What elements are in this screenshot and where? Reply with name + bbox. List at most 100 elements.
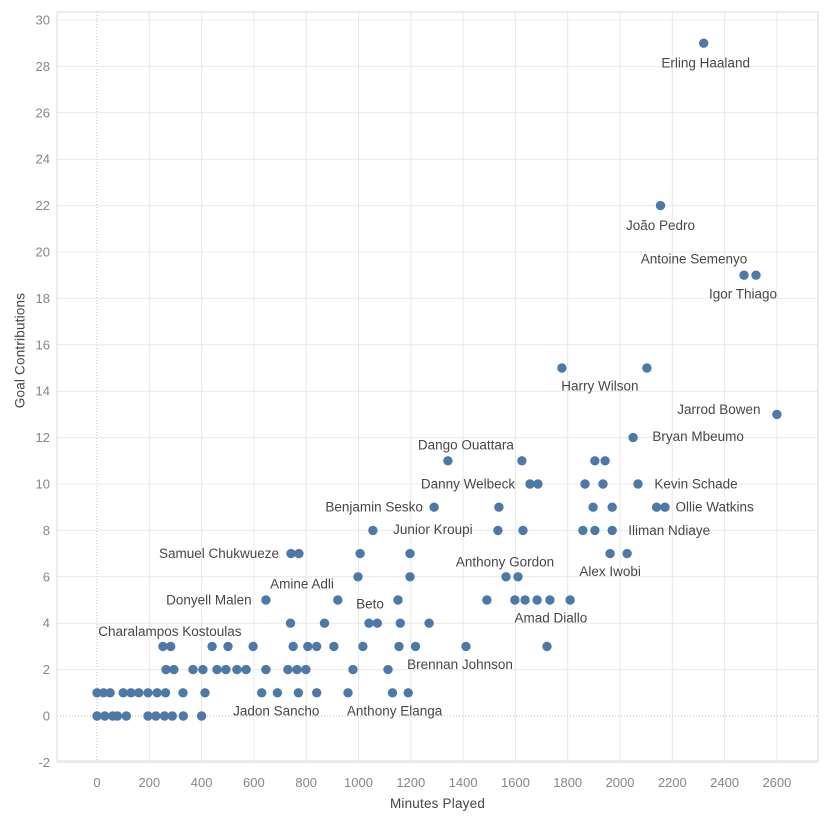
data-point[interactable]: [92, 711, 102, 721]
data-point[interactable]: [660, 502, 670, 512]
data-point[interactable]: [590, 525, 600, 536]
data-point[interactable]: [607, 502, 617, 512]
data-point[interactable]: [121, 711, 131, 721]
data-point[interactable]: [223, 641, 233, 652]
data-point[interactable]: [622, 548, 632, 559]
data-point[interactable]: [394, 641, 404, 652]
data-point[interactable]: [241, 664, 251, 675]
data-point[interactable]: [443, 456, 453, 466]
data-point[interactable]: [200, 688, 210, 698]
data-point[interactable]: [557, 363, 567, 373]
data-point[interactable]: [301, 664, 311, 675]
data-point[interactable]: [513, 572, 523, 582]
data-point[interactable]: [600, 456, 610, 466]
data-point[interactable]: [188, 664, 198, 675]
data-point[interactable]: [178, 711, 188, 721]
data-point[interactable]: [207, 641, 217, 652]
data-point[interactable]: [196, 711, 207, 721]
data-point[interactable]: [312, 641, 322, 652]
data-point[interactable]: [286, 548, 296, 559]
data-point[interactable]: [358, 641, 368, 652]
data-point[interactable]: [112, 711, 123, 721]
data-point[interactable]: [633, 479, 643, 489]
data-point[interactable]: [232, 664, 242, 675]
data-point[interactable]: [288, 641, 298, 652]
data-point[interactable]: [607, 525, 617, 536]
data-point[interactable]: [143, 688, 153, 698]
data-point[interactable]: [429, 502, 439, 512]
data-point[interactable]: [257, 688, 267, 698]
data-point[interactable]: [393, 595, 403, 605]
data-point[interactable]: [212, 664, 222, 675]
data-point[interactable]: [751, 270, 761, 280]
data-point[interactable]: [542, 641, 552, 652]
data-point[interactable]: [605, 548, 615, 559]
data-point[interactable]: [510, 595, 520, 605]
data-point[interactable]: [272, 688, 283, 698]
data-point[interactable]: [221, 664, 231, 675]
data-point[interactable]: [545, 595, 555, 605]
data-point[interactable]: [364, 618, 374, 628]
data-point[interactable]: [319, 618, 330, 628]
data-point[interactable]: [580, 479, 590, 489]
data-point[interactable]: [739, 270, 749, 280]
data-point[interactable]: [248, 641, 258, 652]
data-point[interactable]: [292, 664, 302, 675]
data-point[interactable]: [590, 456, 600, 466]
data-point[interactable]: [353, 572, 363, 582]
data-point[interactable]: [98, 688, 109, 698]
data-point[interactable]: [517, 456, 527, 466]
data-point[interactable]: [525, 479, 535, 489]
data-point[interactable]: [387, 688, 398, 698]
data-point[interactable]: [533, 479, 543, 489]
data-point[interactable]: [494, 502, 504, 512]
data-point[interactable]: [642, 363, 652, 373]
data-point[interactable]: [303, 641, 313, 652]
data-point[interactable]: [151, 711, 161, 721]
data-point[interactable]: [152, 688, 162, 698]
data-point[interactable]: [565, 595, 575, 605]
data-point[interactable]: [461, 641, 471, 652]
data-point[interactable]: [383, 664, 393, 675]
data-point[interactable]: [405, 572, 415, 582]
data-point[interactable]: [105, 688, 115, 698]
data-point[interactable]: [772, 409, 782, 420]
data-point[interactable]: [699, 38, 709, 48]
data-point[interactable]: [598, 479, 608, 489]
data-point[interactable]: [588, 502, 598, 512]
data-point[interactable]: [651, 502, 662, 512]
data-point[interactable]: [283, 664, 293, 675]
data-point[interactable]: [134, 688, 144, 698]
data-point[interactable]: [424, 618, 434, 628]
data-point[interactable]: [126, 688, 136, 698]
data-point[interactable]: [482, 595, 492, 605]
data-point[interactable]: [118, 688, 128, 698]
data-point[interactable]: [160, 688, 171, 698]
data-point[interactable]: [355, 548, 365, 559]
data-point[interactable]: [532, 595, 542, 605]
data-point[interactable]: [261, 595, 271, 605]
data-point[interactable]: [578, 525, 588, 536]
data-point[interactable]: [312, 688, 322, 698]
data-point[interactable]: [329, 641, 339, 652]
data-point[interactable]: [343, 688, 353, 698]
data-point[interactable]: [410, 641, 421, 652]
data-point[interactable]: [293, 688, 304, 698]
data-point[interactable]: [285, 618, 296, 628]
data-point[interactable]: [166, 641, 176, 652]
data-point[interactable]: [100, 711, 110, 721]
data-point[interactable]: [294, 548, 304, 559]
data-point[interactable]: [143, 711, 153, 721]
data-point[interactable]: [161, 664, 171, 675]
data-point[interactable]: [158, 641, 168, 652]
data-point[interactable]: [520, 595, 530, 605]
data-point[interactable]: [628, 432, 638, 443]
data-point[interactable]: [348, 664, 358, 675]
data-point[interactable]: [493, 525, 503, 536]
data-point[interactable]: [159, 711, 170, 721]
data-point[interactable]: [403, 688, 413, 698]
data-point[interactable]: [405, 548, 415, 559]
data-point[interactable]: [395, 618, 405, 628]
data-point[interactable]: [178, 688, 188, 698]
data-point[interactable]: [333, 595, 343, 605]
